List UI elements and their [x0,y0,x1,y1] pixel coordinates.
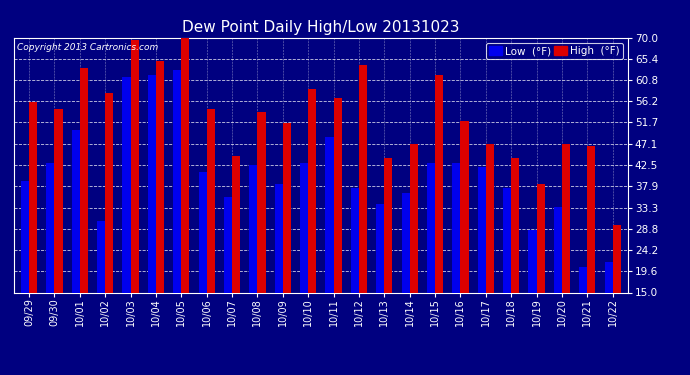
Bar [402,193,410,292]
Bar [275,183,283,292]
Bar [122,77,130,292]
Bar [97,220,105,292]
Bar [326,137,333,292]
Bar [359,65,367,292]
Bar [511,158,520,292]
Bar [232,156,240,292]
Bar [587,147,595,292]
Bar [410,144,417,292]
Bar [453,163,460,292]
Bar [173,70,181,292]
Bar [351,188,359,292]
Bar [105,93,113,292]
Bar [55,110,63,292]
Bar [604,262,613,292]
Bar [554,207,562,292]
Bar [46,163,55,292]
Bar [427,163,435,292]
Bar [384,158,393,292]
Bar [181,38,189,292]
Bar [283,123,291,292]
Bar [376,204,384,292]
Bar [308,88,316,292]
Bar [130,40,139,292]
Bar [80,68,88,292]
Bar [613,225,621,292]
Bar [224,198,232,292]
Bar [486,144,494,292]
Text: Copyright 2013 Cartronics.com: Copyright 2013 Cartronics.com [17,43,158,52]
Bar [460,121,469,292]
Bar [148,75,156,292]
Bar [207,110,215,292]
Bar [537,183,544,292]
Bar [477,167,486,292]
Bar [503,188,511,292]
Bar [29,102,37,292]
Legend: Low  (°F), High  (°F): Low (°F), High (°F) [486,43,622,59]
Bar [579,267,587,292]
Bar [435,75,443,292]
Bar [199,172,207,292]
Bar [72,130,80,292]
Bar [156,61,164,292]
Bar [249,165,257,292]
Bar [333,98,342,292]
Title: Dew Point Daily High/Low 20131023: Dew Point Daily High/Low 20131023 [182,20,460,35]
Bar [257,112,266,292]
Bar [21,181,29,292]
Bar [562,144,570,292]
Bar [300,163,308,292]
Bar [529,230,537,292]
